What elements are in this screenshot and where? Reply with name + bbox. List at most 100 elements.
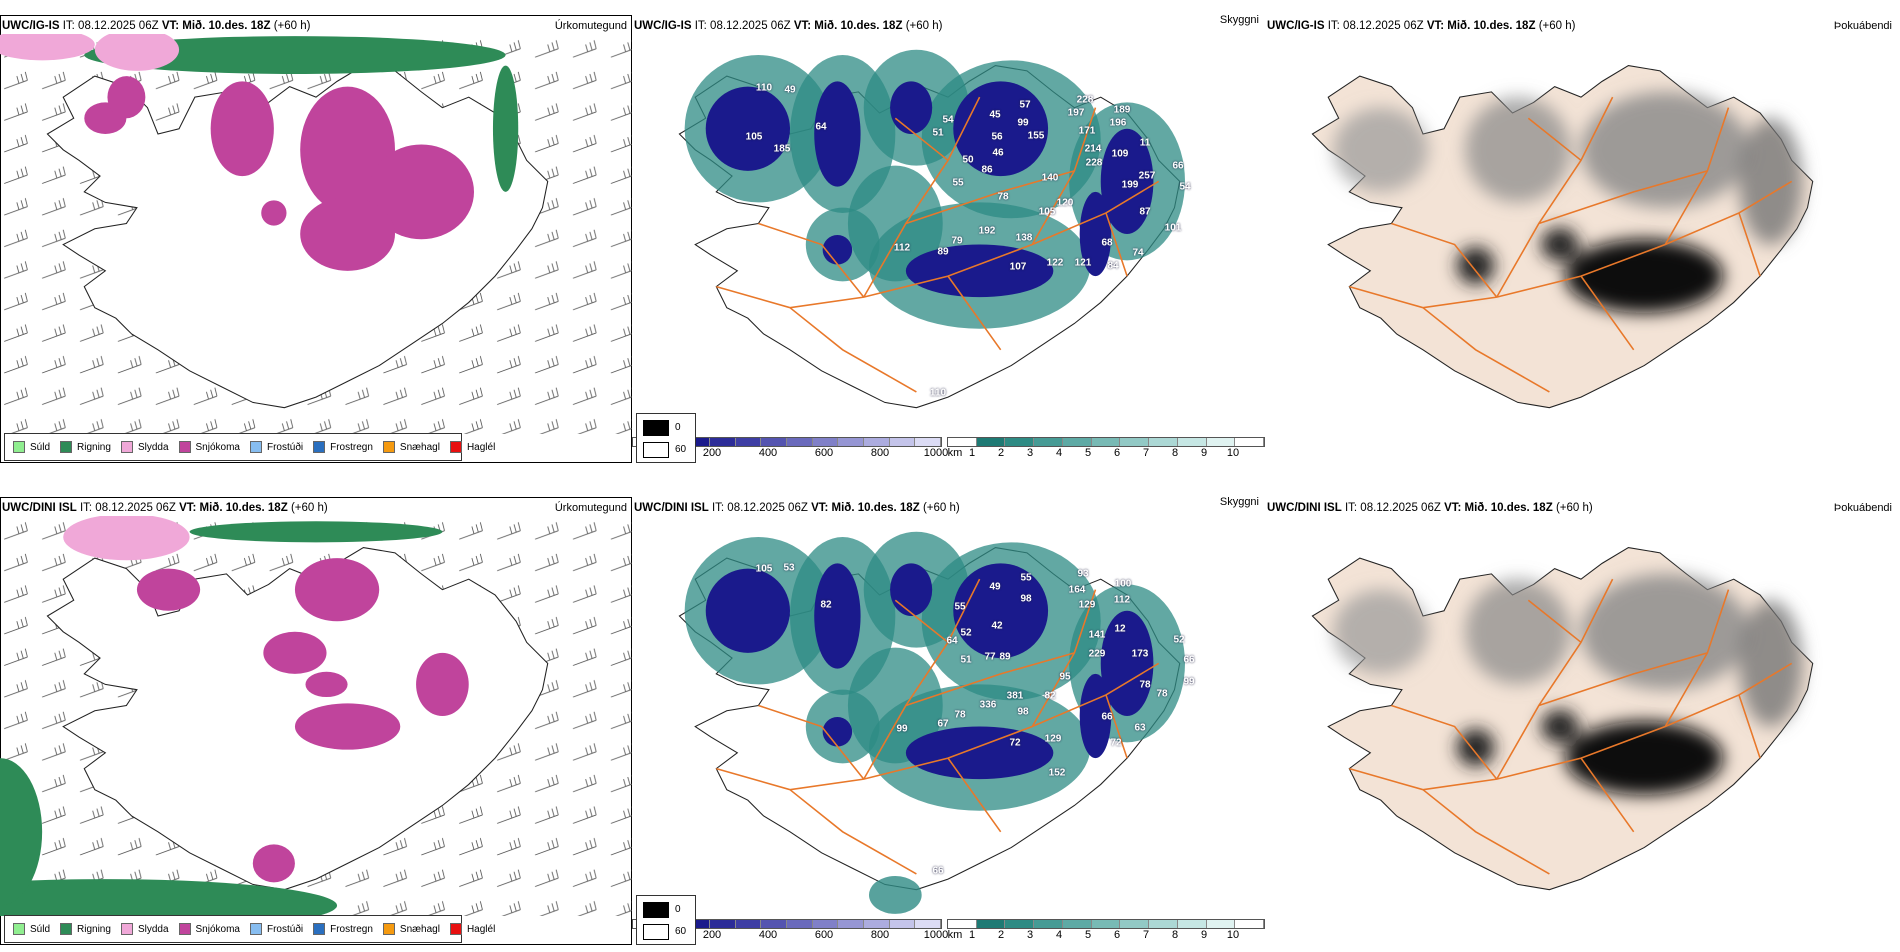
visibility-panel: UWC/DINI ISL IT: 08.12.2025 06Z VT: Mið.… (632, 482, 1265, 952)
visibility-value-label: 257 (1138, 170, 1156, 182)
panel-title: UWC/IG-IS IT: 08.12.2025 06Z VT: Mið. 10… (1267, 20, 1575, 32)
precip-area (368, 144, 474, 240)
legend-item: Haglél (449, 923, 496, 935)
visibility-km-colorbar: km 1 2 3 4 5 6 7 8 9 10 (947, 919, 1265, 943)
visibility-map (678, 531, 1185, 914)
title-lead: (+60 h) (1555, 502, 1593, 514)
dini-model-row: UWC/DINI ISL IT: 08.12.2025 06Z VT: Mið.… (0, 482, 1900, 952)
precip-legend: Súld Rigning Slydda Snjókoma Frostúði Frostre… (4, 915, 495, 943)
legend-swatch (249, 923, 262, 935)
legend-item: Slydda (120, 923, 169, 935)
legend-swatch (60, 923, 73, 935)
precip-area (0, 758, 43, 906)
colorbar-bin (1034, 438, 1063, 446)
title-it-label: IT: (1344, 502, 1358, 514)
legend-label: Snæhagl (399, 923, 440, 935)
visibility-value-label: 66 (1172, 160, 1184, 172)
panel-title: UWC/DINI ISL IT: 08.12.2025 06Z VT: Mið.… (634, 502, 960, 514)
colorbar-bin (1235, 438, 1265, 446)
visibility-value-label: 55 (1020, 572, 1032, 584)
visibility-value-label: 99 (1183, 676, 1195, 688)
visibility-value-label: 50 (962, 154, 974, 166)
precip-area (107, 76, 146, 119)
precip-area (1079, 191, 1112, 277)
precip-area (84, 36, 506, 74)
visibility-value-label: 87 (1139, 206, 1151, 218)
title-lead: (+60 h) (290, 502, 328, 514)
legend-swatch (313, 441, 326, 453)
visibility-value-label: 72 (1110, 737, 1122, 749)
visibility-value-label: 52 (1173, 634, 1185, 646)
precip-type-panel: UWC/IG-IS IT: 08.12.2025 06Z VT: Mið. 10… (0, 0, 633, 470)
colorbar-tick: 8 (1171, 929, 1179, 941)
visibility-value-label: 100 (1114, 578, 1132, 590)
visibility-value-label: 11 (1139, 137, 1151, 149)
colorbar-bin (1091, 438, 1121, 446)
legend-label: Frostregn (330, 441, 373, 453)
visibility-value-label: 112 (893, 242, 911, 254)
visibility-value-label: 98 (1020, 593, 1032, 605)
colorbar-bin (889, 438, 916, 446)
legend-item: Snjókoma (178, 923, 240, 935)
colorbar-bin (787, 920, 813, 928)
legend-label: Snjókoma (195, 923, 240, 935)
visibility-value-label: 53 (783, 562, 795, 574)
colorbar-tick: 8 (1171, 447, 1179, 459)
visibility-value-label: 228 (1076, 94, 1094, 106)
visibility-value-label: 120 (1056, 197, 1074, 209)
colorbar-bin (710, 438, 736, 446)
visibility-value-label: 51 (960, 654, 972, 666)
title-vt: Mið. 10.des. 18Z (182, 20, 271, 32)
colorbar-tick: 1000 (923, 929, 949, 941)
colorbar-bin (1120, 438, 1150, 446)
visibility-value-label: 140 (1041, 172, 1059, 184)
visibility-value-label: 152 (1048, 767, 1066, 779)
visibility-value-label: 49 (989, 581, 1001, 593)
map-type-title: Úrkomutegund (554, 502, 627, 514)
fog-index-map (1311, 547, 1814, 891)
visibility-value-label: 101 (1164, 222, 1182, 234)
colorbar-bin (838, 920, 865, 928)
visibility-value-label: 12 (1114, 623, 1126, 635)
visibility-value-label: 55 (952, 177, 964, 189)
precip-area (210, 81, 274, 177)
title-it-label: IT: (62, 20, 75, 32)
colorbar-tick: 3 (1026, 929, 1034, 941)
colorbar-tick: 600 (814, 929, 834, 941)
colorbar-bin (812, 438, 839, 446)
visibility-value-label: 95 (1059, 671, 1071, 683)
colorbar-bin (684, 438, 711, 446)
visibility-value-label: 199 (1121, 179, 1139, 191)
panel-title: UWC/DINI ISL IT: 08.12.2025 06Z VT: Mið.… (2, 502, 328, 514)
map-type-title: Þokuábendi (1833, 20, 1892, 32)
model-name: UWC/IG-IS (2, 20, 60, 32)
visibility-km-colorbar: km 1 2 3 4 5 6 7 8 9 10 (947, 437, 1265, 461)
colorbar-bin (761, 438, 788, 446)
visibility-value-label: 89 (937, 246, 949, 258)
precip-area (705, 86, 790, 171)
visibility-value-label: 192 (978, 225, 996, 237)
visibility-value-label: 173 (1131, 648, 1149, 660)
visibility-value-label: 228 (1085, 157, 1103, 169)
visibility-value-label: 64 (815, 121, 827, 133)
legend-item: Rigning (60, 441, 111, 453)
visibility-value-label: 72 (1009, 737, 1021, 749)
colorbar-tick: 7 (1142, 929, 1150, 941)
visibility-value-label: 78 (954, 709, 966, 721)
legend-swatch (249, 441, 262, 453)
title-model: UWC/IG-IS (634, 20, 692, 32)
legend-swatch (382, 441, 395, 453)
visibility-value-label: 129 (1044, 733, 1062, 745)
legend-label: Slydda (137, 923, 169, 935)
visibility-value-label: 197 (1067, 107, 1085, 119)
map-type-title: Skyggni (1219, 496, 1259, 508)
legend-swatch (449, 441, 462, 453)
colorbar-bin (761, 920, 788, 928)
visibility-value-label: 155 (1027, 130, 1045, 142)
legend-label: Rigning (77, 441, 111, 453)
visibility-value-label: 67 (937, 718, 949, 730)
legend-label: Haglél (466, 923, 496, 935)
legend-item: Snjókoma (178, 441, 240, 453)
colorbar-bin (889, 920, 916, 928)
colorbar-tick: 400 (758, 929, 778, 941)
